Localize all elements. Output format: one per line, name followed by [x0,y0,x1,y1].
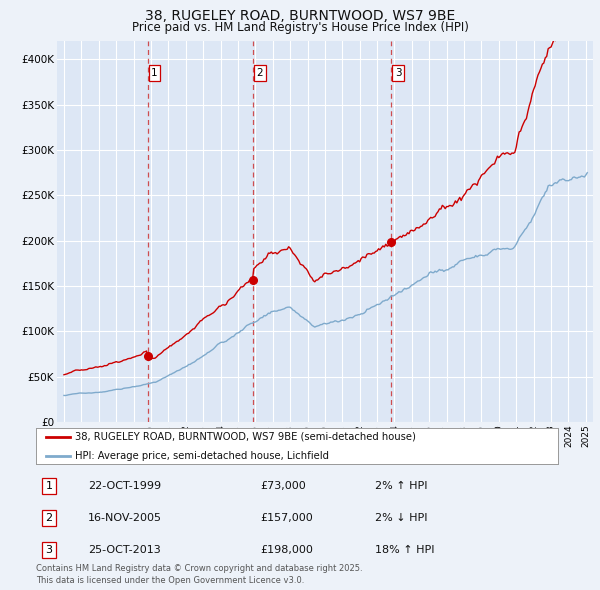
Text: 1: 1 [151,68,158,78]
Text: 18% ↑ HPI: 18% ↑ HPI [376,545,435,555]
Text: 2% ↑ HPI: 2% ↑ HPI [376,481,428,491]
Text: 2% ↓ HPI: 2% ↓ HPI [376,513,428,523]
Text: 2: 2 [257,68,263,78]
Text: 16-NOV-2005: 16-NOV-2005 [88,513,162,523]
Text: Price paid vs. HM Land Registry's House Price Index (HPI): Price paid vs. HM Land Registry's House … [131,21,469,34]
Text: 22-OCT-1999: 22-OCT-1999 [88,481,161,491]
Text: 25-OCT-2013: 25-OCT-2013 [88,545,161,555]
Text: 3: 3 [46,545,53,555]
Text: 2: 2 [46,513,53,523]
Text: 3: 3 [395,68,401,78]
Text: 38, RUGELEY ROAD, BURNTWOOD, WS7 9BE (semi-detached house): 38, RUGELEY ROAD, BURNTWOOD, WS7 9BE (se… [75,432,416,442]
Text: £157,000: £157,000 [260,513,313,523]
Text: £73,000: £73,000 [260,481,306,491]
Text: 38, RUGELEY ROAD, BURNTWOOD, WS7 9BE: 38, RUGELEY ROAD, BURNTWOOD, WS7 9BE [145,9,455,24]
Text: 1: 1 [46,481,53,491]
Text: £198,000: £198,000 [260,545,313,555]
Text: Contains HM Land Registry data © Crown copyright and database right 2025.
This d: Contains HM Land Registry data © Crown c… [36,565,362,585]
Text: HPI: Average price, semi-detached house, Lichfield: HPI: Average price, semi-detached house,… [75,451,329,461]
